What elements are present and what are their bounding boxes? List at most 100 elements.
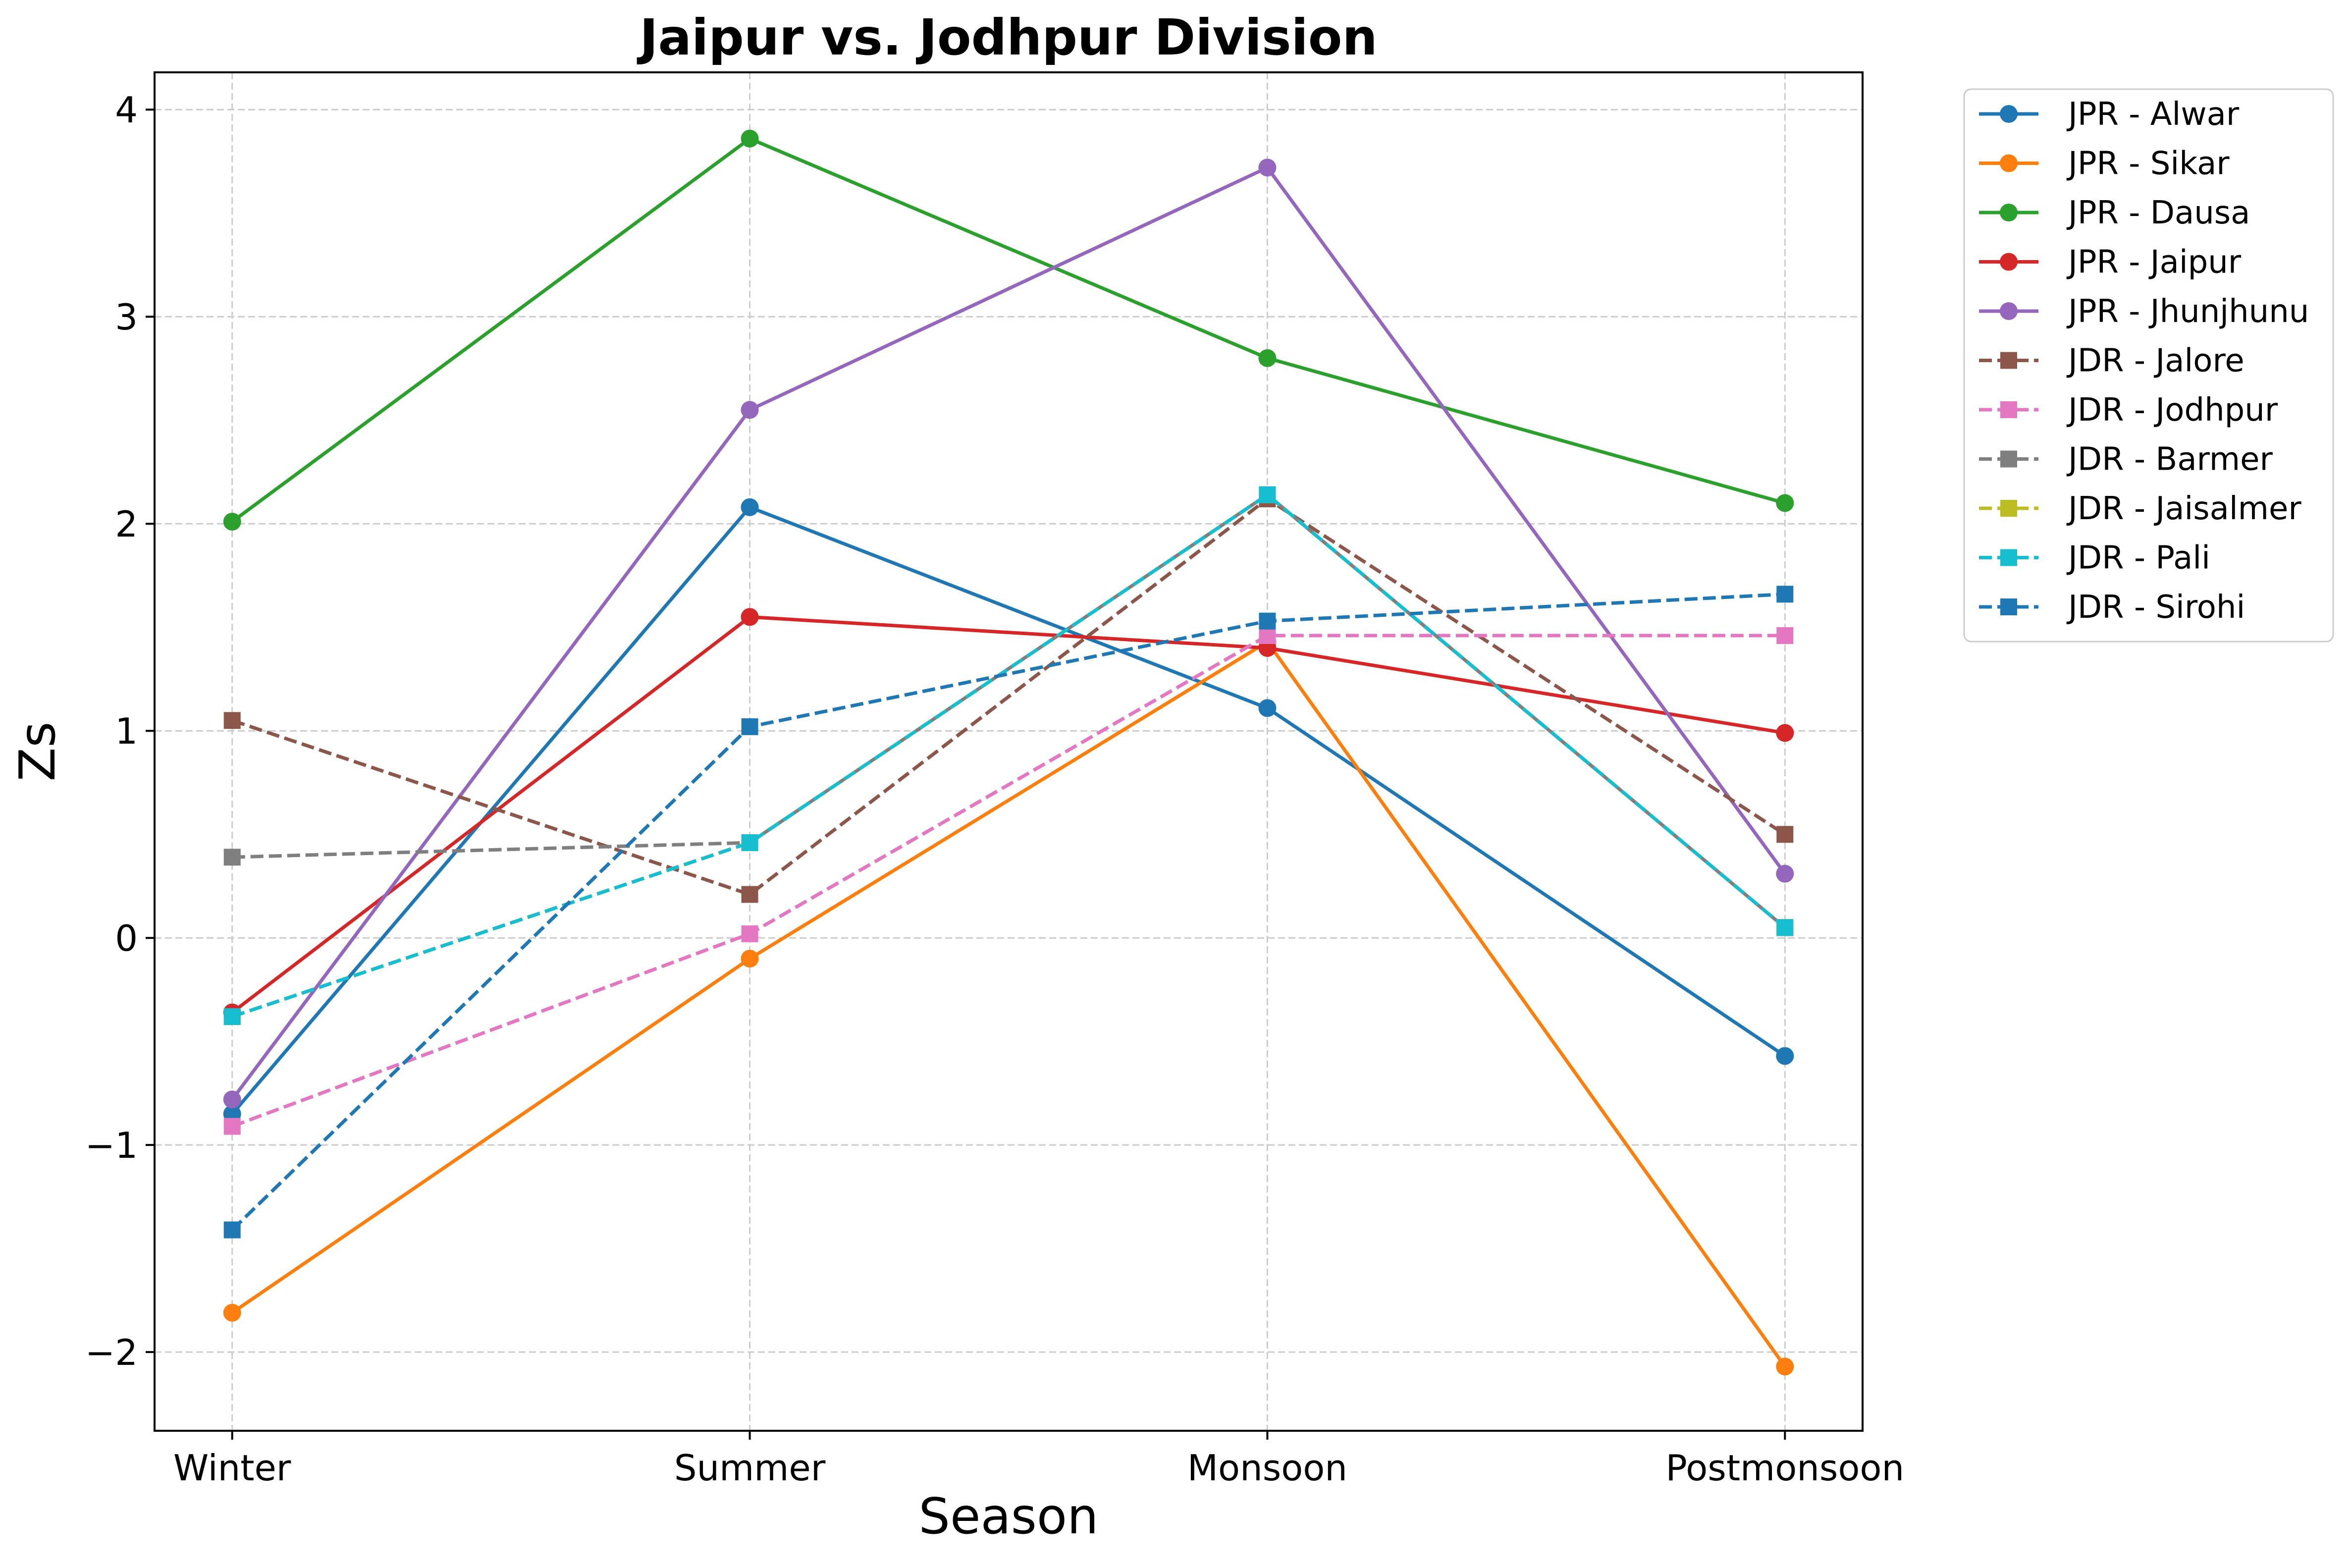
legend-marker (2000, 302, 2018, 320)
y-tick-label: 0 (115, 918, 138, 959)
data-point (223, 849, 241, 866)
legend-label: JPR - Sikar (2066, 146, 2230, 182)
data-point (741, 886, 758, 903)
legend-label: JDR - Sirohi (2066, 589, 2245, 626)
data-point (741, 498, 759, 516)
data-point (741, 608, 759, 626)
legend-entry: JPR - Jhunjhunu (1979, 293, 2309, 330)
legend-label: JDR - Pali (2066, 540, 2210, 577)
data-point (1258, 699, 1277, 717)
y-tick-label: 3 (115, 296, 138, 338)
legend-label: JDR - Jodhpur (2066, 392, 2278, 429)
legend-marker (2000, 450, 2017, 468)
data-point (1776, 586, 1794, 603)
series-line (231, 497, 1786, 896)
legend-frame (1963, 88, 2334, 643)
legend-label: JDR - Barmer (2066, 441, 2273, 478)
legend-entry: JDR - Pali (1979, 540, 2210, 577)
data-point (1776, 1047, 1794, 1065)
series-line (231, 640, 1787, 1368)
legend: JPR - Alwar JPR - Sikar JPR - Dausa JPR - J… (1963, 88, 2334, 643)
x-tick-label: Summer (674, 1447, 826, 1489)
data-point (1259, 486, 1276, 503)
x-tick-label: Monsoon (1187, 1447, 1347, 1489)
series (223, 129, 1794, 531)
data-point (741, 129, 759, 148)
axes-frame (154, 71, 1864, 1432)
grid (155, 72, 1863, 1431)
series (223, 486, 1794, 1026)
legend-entry: JPR - Dausa (1979, 195, 2250, 231)
legend-entry: JDR - Jaisalmer (1979, 490, 2301, 527)
legend-entry: JDR - Barmer (1979, 441, 2273, 478)
series (223, 586, 1794, 1239)
legend-entry: JDR - Jodhpur (1979, 392, 2278, 429)
y-tick-label: 1 (115, 710, 138, 752)
legend-label: JPR - Alwar (2066, 96, 2240, 133)
legend-marker (2000, 105, 2018, 123)
legend-label: JPR - Jhunjhunu (2066, 293, 2309, 330)
data-point (223, 712, 241, 729)
data-point (223, 1090, 241, 1109)
data-point (1776, 494, 1794, 512)
legend-marker (2000, 352, 2017, 369)
data-point (741, 834, 758, 851)
legend-marker (2000, 204, 2018, 221)
data-point (741, 925, 758, 942)
data-point (1259, 612, 1276, 630)
y-tick-label: −2 (85, 1332, 138, 1373)
series-line (231, 493, 1786, 1019)
data-point (741, 401, 759, 419)
series-line (231, 505, 1786, 1115)
legend-label: JPR - Dausa (2066, 195, 2250, 231)
series-layer (223, 129, 1794, 1376)
legend-marker (2000, 154, 2018, 172)
legend-marker (2000, 253, 2018, 271)
data-point (223, 1221, 241, 1239)
legend-marker (2000, 401, 2017, 418)
data-point (1776, 1357, 1794, 1376)
series-line (231, 592, 1785, 1232)
legend-entry: JDR - Sirohi (1979, 589, 2245, 626)
data-point (1776, 826, 1794, 843)
series (223, 627, 1794, 1135)
data-point (223, 513, 241, 531)
series (223, 608, 1794, 1022)
legend-entry: JPR - Jaipur (1979, 244, 2242, 281)
legend-label: JDR - Jalore (2066, 343, 2245, 379)
legend-marker (2000, 500, 2017, 517)
legend-label: JDR - Jaisalmer (2066, 490, 2301, 527)
x-tick-label: Winter (173, 1447, 291, 1489)
legend-entry: JDR - Jalore (1979, 343, 2245, 379)
y-tick-label: 2 (115, 503, 138, 545)
data-point (1776, 865, 1794, 883)
data-point (1258, 349, 1277, 367)
series-line (231, 615, 1785, 1014)
legend-label: JPR - Jaipur (2066, 244, 2242, 281)
chart-title: Jaipur vs. Jodhpur Division (637, 8, 1377, 66)
series-line (231, 634, 1785, 1128)
legend-marker (2000, 598, 2017, 615)
data-point (1776, 627, 1794, 644)
series (223, 159, 1794, 1109)
series-line (231, 137, 1786, 523)
data-point (223, 1303, 241, 1322)
data-point (741, 718, 758, 735)
series-line (230, 165, 1787, 1101)
y-axis-label: Zs (8, 722, 66, 782)
legend-marker (2000, 549, 2017, 566)
y-tick-label: −1 (85, 1125, 138, 1166)
x-axis-label: Season (919, 1487, 1099, 1545)
data-point (741, 949, 759, 968)
legend-entry: JPR - Alwar (1979, 96, 2240, 133)
y-tick-label: 4 (115, 89, 138, 131)
data-point (1259, 627, 1276, 644)
x-tick-label: Postmonsoon (1665, 1447, 1904, 1489)
data-point (1776, 724, 1794, 742)
legend-entry: JPR - Sikar (1979, 146, 2230, 182)
data-point (1776, 919, 1794, 936)
ticks: Winter Summer Monsoon Postmonsoon −2 −1 0 1 2 3 4 (85, 89, 1904, 1489)
